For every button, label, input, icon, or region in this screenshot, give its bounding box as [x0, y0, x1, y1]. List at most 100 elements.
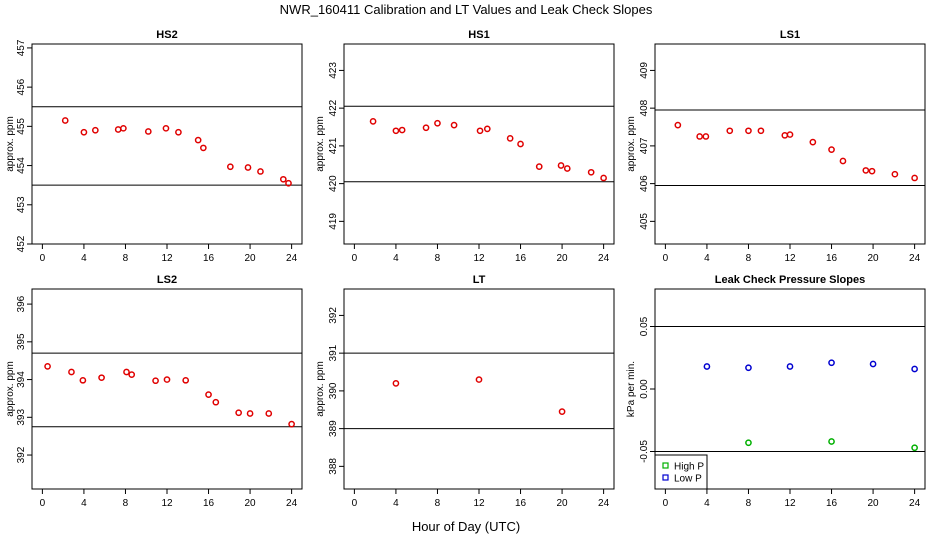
x-tick-label: 16 [203, 498, 215, 509]
y-tick-label: 420 [328, 175, 339, 192]
data-point [128, 371, 136, 379]
plot-frame [343, 288, 615, 490]
y-tick-label: 419 [328, 213, 339, 230]
y-tick-label: 0.00 [639, 379, 650, 399]
data-point [869, 360, 877, 368]
x-tick-label: 12 [784, 253, 796, 264]
data-point [80, 128, 88, 136]
x-tick-label: 0 [40, 253, 46, 264]
data-point [434, 119, 441, 127]
panel-ls1: LS1 approx. ppm 0 4 8 12 16 20 24 405 406 407 408 4… [626, 29, 926, 264]
x-tick-label: 4 [81, 253, 87, 264]
data-point [235, 409, 243, 417]
data-point [162, 124, 170, 132]
data-point [98, 374, 105, 382]
plot-frame [343, 43, 615, 245]
data-point [91, 126, 99, 134]
data-point [182, 376, 190, 384]
y-tick-label: 392 [328, 307, 339, 324]
data-point [79, 376, 87, 384]
data-point [757, 127, 765, 135]
y-tick-label: 396 [16, 295, 27, 312]
panel-hs1: HS1 approx. ppm 0 4 8 12 16 20 24 419 420 421 422 4… [315, 29, 615, 264]
y-tick-label: 422 [328, 99, 339, 116]
y-axis-label: approx. ppm [5, 361, 16, 417]
x-tick-label: 20 [557, 498, 569, 509]
y-tick-label: 393 [16, 409, 27, 426]
panel-leak-check: Leak Check Pressure Slopes kPa per min. … [626, 274, 926, 509]
data-point [535, 163, 543, 170]
x-tick-label: 0 [40, 498, 46, 509]
y-tick-label: 389 [328, 420, 339, 437]
panel-title: HS1 [468, 29, 489, 41]
data-point [563, 165, 571, 172]
data-point [226, 163, 234, 171]
data-point [199, 144, 207, 152]
y-axis-label: approx. ppm [5, 116, 16, 172]
y-tick-label: 408 [639, 99, 650, 116]
data-point [781, 131, 789, 139]
data-point [123, 368, 130, 376]
figure-title: NWR_160411 Calibration and LT Values and… [280, 2, 653, 17]
x-tick-label: 24 [286, 498, 298, 509]
data-point [285, 179, 292, 187]
x-tick-label: 8 [123, 253, 129, 264]
x-tick-label: 12 [473, 253, 485, 264]
x-tick-label: 16 [826, 498, 838, 509]
data-point [279, 175, 287, 183]
data-point [745, 127, 752, 135]
x-tick-label: 24 [598, 498, 610, 509]
x-tick-label: 12 [784, 498, 796, 509]
x-tick-label: 8 [435, 498, 441, 509]
data-point [600, 174, 607, 182]
x-tick-label: 0 [663, 253, 669, 264]
data-point [828, 146, 835, 154]
data-point [163, 376, 171, 383]
y-tick-label: 405 [639, 213, 650, 230]
x-tick-label: 4 [704, 498, 710, 509]
data-point [257, 168, 264, 175]
y-tick-label: 456 [16, 78, 27, 95]
x-tick-label: 16 [203, 253, 215, 264]
data-point [839, 157, 847, 165]
data-point [786, 363, 794, 370]
data-point [450, 121, 458, 129]
x-tick-label: 20 [868, 498, 880, 509]
data-point [120, 124, 127, 132]
x-tick-label: 20 [868, 253, 880, 264]
y-tick-label: 388 [328, 458, 339, 475]
data-point [369, 118, 377, 125]
data-point [745, 439, 752, 447]
panel-lt: LT approx. ppm 0 4 8 12 16 20 24 388 389 390 391 39… [315, 274, 615, 509]
data-point [786, 131, 794, 138]
x-tick-label: 16 [826, 253, 838, 264]
y-tick-label: -0.05 [639, 440, 650, 463]
data-point [674, 121, 682, 129]
data-point [392, 379, 400, 387]
data-point [696, 133, 704, 140]
data-point [398, 126, 406, 134]
data-point [61, 117, 69, 124]
data-point [475, 376, 483, 383]
data-point [517, 140, 524, 148]
x-tick-label: 12 [161, 253, 173, 264]
y-tick-label: 457 [16, 39, 27, 56]
data-point [246, 410, 254, 417]
y-axis-label: kPa per min. [626, 361, 637, 417]
y-tick-label: 391 [328, 344, 339, 361]
plot-frame [31, 288, 303, 490]
data-point [114, 126, 122, 133]
y-tick-label: 392 [16, 446, 27, 463]
y-tick-label: 421 [328, 137, 339, 154]
x-tick-label: 4 [81, 498, 87, 509]
x-tick-label: 0 [663, 498, 669, 509]
legend-entry: Low P [674, 474, 702, 485]
y-tick-label: 390 [328, 382, 339, 399]
x-tick-label: 0 [352, 253, 358, 264]
x-tick-label: 8 [746, 498, 752, 509]
plot-frame [31, 43, 303, 245]
data-point [911, 444, 918, 452]
data-point [392, 127, 400, 135]
y-tick-label: 455 [16, 118, 27, 135]
